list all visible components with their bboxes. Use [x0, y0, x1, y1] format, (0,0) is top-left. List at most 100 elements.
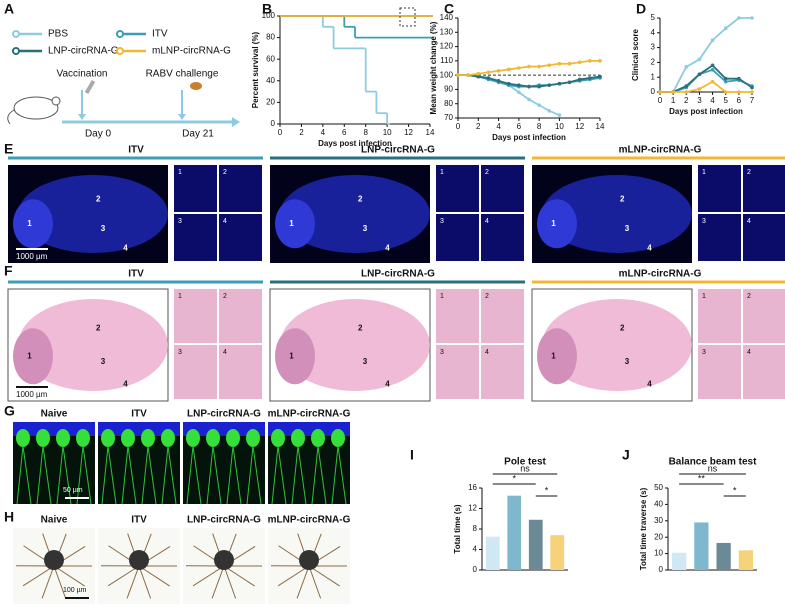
inset	[219, 165, 262, 212]
x-axis-label: Days post infection	[492, 133, 566, 142]
x-tick-label: 8	[537, 122, 542, 131]
region-label: 4	[123, 379, 128, 388]
inset-label: 3	[178, 349, 182, 356]
dendrite	[56, 445, 72, 505]
x-tick-label: 6	[517, 122, 522, 131]
series-line	[660, 17, 752, 93]
x-tick-label: 12	[404, 128, 413, 137]
region-label: 4	[123, 243, 128, 252]
soma	[44, 550, 64, 570]
panel-label: F	[4, 263, 13, 279]
point	[598, 74, 602, 79]
point	[737, 76, 741, 81]
point	[697, 87, 702, 91]
point	[671, 90, 675, 94]
x-tick-label: 14	[596, 122, 605, 131]
y-tick-label: 0	[659, 565, 664, 574]
x-tick-label: 2	[299, 128, 304, 137]
cell	[76, 429, 90, 447]
dendrite	[121, 445, 137, 505]
point	[658, 90, 662, 94]
point	[723, 76, 728, 81]
neurite	[138, 565, 152, 599]
region-label: 1	[27, 351, 32, 360]
region-label: 4	[647, 379, 652, 388]
y-tick-label: 10	[654, 549, 663, 558]
y-tick-label: 80	[444, 99, 453, 108]
y-tick-label: 5	[651, 13, 656, 22]
column-title: mLNP-circRNA-G	[619, 269, 702, 280]
point	[588, 76, 592, 80]
point	[496, 69, 501, 73]
inset-label: 1	[178, 169, 182, 176]
point	[697, 72, 702, 77]
inset	[743, 345, 785, 399]
region-label: 1	[289, 351, 294, 360]
inset-label: 4	[223, 349, 227, 356]
y-tick-label: 110	[440, 56, 453, 65]
scale-label: 50 µm	[63, 487, 83, 494]
region-label: 3	[625, 357, 630, 366]
tissue	[280, 299, 430, 391]
sig-label: **	[698, 473, 706, 483]
x-tick-label: 2	[684, 96, 689, 105]
point	[537, 84, 541, 89]
cerebellum	[537, 328, 577, 385]
x-tick-label: 6	[342, 128, 347, 137]
neurite	[22, 565, 55, 587]
column-title: Naive	[41, 409, 68, 420]
inset	[219, 214, 262, 261]
y-tick-label: 2	[651, 58, 656, 67]
y-tick-label: 0	[473, 565, 478, 574]
y-tick-label: 1	[651, 72, 656, 81]
cerebellum	[13, 328, 53, 385]
x-tick-label: 0	[456, 122, 461, 131]
point	[684, 90, 689, 94]
neurite	[53, 565, 85, 587]
x-tick-label: 10	[555, 122, 564, 131]
panel-label: D	[636, 1, 646, 17]
region-label: 2	[358, 194, 363, 203]
region-label: 3	[101, 224, 106, 233]
y-tick-label: 80	[266, 33, 275, 42]
series-line	[458, 74, 560, 116]
neurite	[107, 565, 140, 587]
inset	[219, 289, 262, 343]
inset	[698, 289, 741, 343]
region-label: 2	[358, 323, 363, 332]
dendrite	[101, 445, 117, 505]
dendrite	[161, 445, 177, 505]
y-tick-label: 130	[440, 27, 454, 36]
inset-label: 3	[702, 349, 706, 356]
event-label: Vaccination	[57, 69, 108, 80]
region-label: 2	[96, 194, 101, 203]
tissue	[542, 175, 692, 253]
inset	[174, 165, 217, 212]
inset-label: 1	[440, 293, 444, 300]
inset-label: 1	[702, 293, 706, 300]
layer	[98, 422, 180, 436]
legend-marker	[12, 30, 20, 38]
sig-label: *	[733, 485, 737, 495]
region-label: 4	[385, 243, 390, 252]
x-axis-label: Days post infection	[318, 139, 392, 148]
point	[750, 16, 754, 20]
legend-marker	[12, 47, 20, 55]
series-line	[660, 64, 753, 93]
column-title: ITV	[128, 269, 144, 280]
legend-marker	[116, 30, 124, 38]
point	[517, 83, 521, 87]
point	[517, 66, 521, 70]
bar	[485, 536, 500, 570]
inset	[481, 214, 524, 261]
chart-title: Pole test	[504, 457, 546, 468]
column-title: mLNP-circRNA-G	[268, 409, 351, 420]
cell	[101, 429, 115, 447]
dendrite	[246, 445, 262, 505]
neurite	[138, 565, 170, 587]
y-tick-label: 20	[654, 532, 663, 541]
neurite	[53, 565, 67, 599]
cell	[121, 429, 135, 447]
y-tick-label: 120	[440, 42, 454, 51]
